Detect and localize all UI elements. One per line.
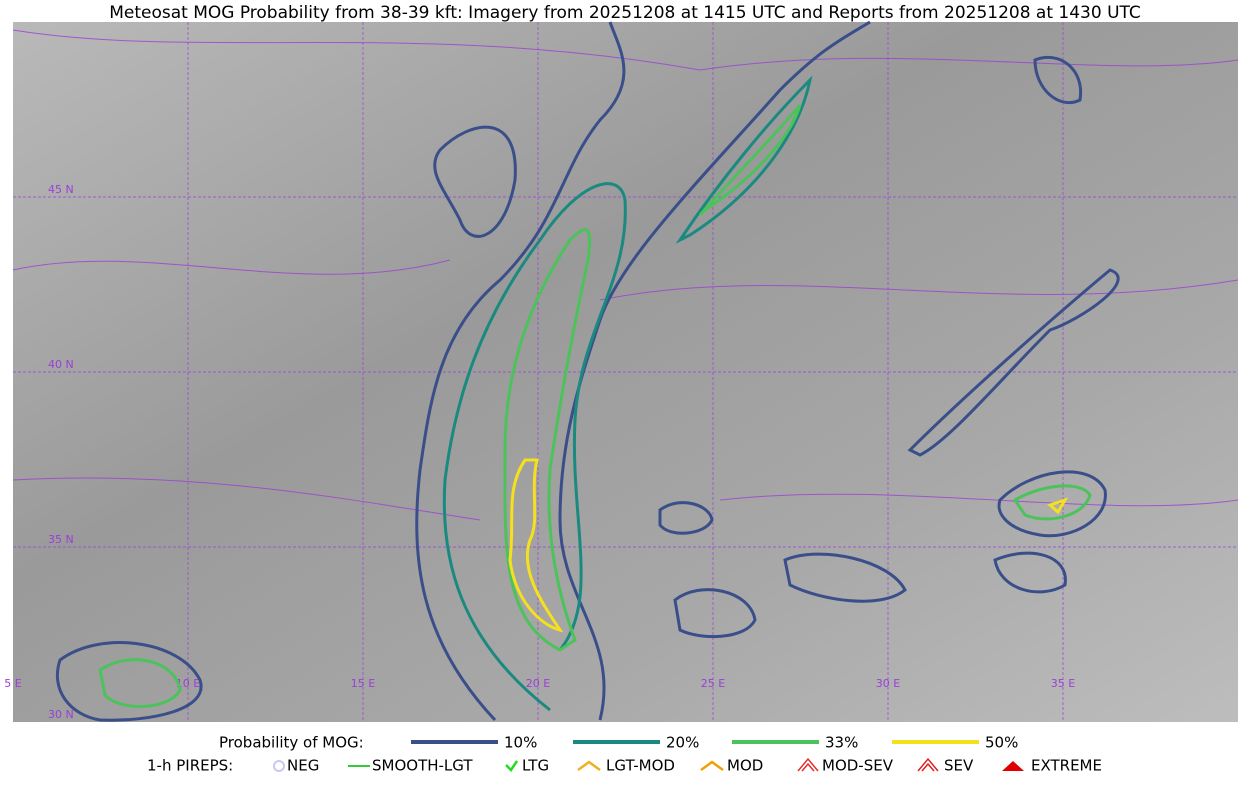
longitude-label: 30 E [876, 677, 900, 690]
map: 45 N 40 N 35 N 30 N 5 E 10 E 15 E 20 E 25 E 30 E 3… [4, 20, 1239, 722]
longitude-label: 10 E [176, 677, 200, 690]
legend-icon [797, 757, 819, 772]
legend-label: NEG [287, 757, 319, 775]
contour-10 [1033, 55, 1083, 105]
legend-label: LGT-MOD [606, 757, 675, 775]
latitude-label: 35 N [48, 533, 74, 546]
graticule: 45 N 40 N 35 N 30 N 5 E 10 E 15 E 20 E 25 E 30 E 3… [4, 22, 1238, 722]
legend-icon [577, 760, 601, 772]
legend-label: 33% [825, 734, 858, 752]
legend-label: MOD [727, 757, 763, 775]
longitude-label: 15 E [351, 677, 375, 690]
contour-10 [55, 641, 203, 722]
title: Meteosat MOG Probability from 38-39 kft:… [109, 3, 1141, 23]
borders [12, 29, 1239, 521]
legend-icon [917, 757, 939, 772]
contour-10 [997, 470, 1107, 538]
legend-label: 10% [504, 734, 537, 752]
contour-10 [783, 552, 907, 603]
contour-20 [675, 75, 813, 244]
legend-label: 20% [666, 734, 699, 752]
legend: Probability of MOG: 10% 20% 33% 50% 1-h PIREP… [147, 734, 1102, 775]
contours [55, 20, 1120, 722]
legend-title: Probability of MOG: [219, 734, 364, 752]
contour-33 [1012, 484, 1092, 521]
legend-label: LTG [522, 757, 549, 775]
contour-33 [698, 104, 802, 217]
contour-10 [415, 21, 626, 722]
longitude-label: 5 E [4, 677, 21, 690]
contour-33 [503, 228, 592, 652]
longitude-label: 25 E [701, 677, 725, 690]
legend-label: SEV [944, 757, 974, 775]
contour-10 [993, 551, 1067, 594]
legend-icon [505, 760, 519, 772]
legend-label: EXTREME [1031, 757, 1102, 775]
latitude-label: 45 N [48, 183, 74, 196]
legend-icon [1002, 761, 1024, 771]
latitude-label: 30 N [48, 708, 74, 721]
longitude-label: 20 E [526, 677, 550, 690]
legend-title: 1-h PIREPS: [147, 757, 233, 775]
longitude-label: 35 E [1051, 677, 1075, 690]
legend-label: MOD-SEV [822, 757, 894, 775]
contour-50 [1047, 497, 1069, 515]
legend-label: SMOOTH-LGT [372, 757, 473, 775]
contour-10 [673, 588, 757, 639]
legend-label: 50% [985, 734, 1018, 752]
contour-33 [98, 658, 182, 708]
contour-50 [508, 458, 564, 633]
legend-icon [273, 760, 285, 772]
contour-10 [658, 501, 714, 535]
contour-10 [433, 125, 517, 238]
legend-icon [700, 760, 724, 772]
contour-10 [907, 268, 1120, 457]
contour-20 [442, 182, 627, 712]
latitude-label: 40 N [48, 358, 74, 371]
